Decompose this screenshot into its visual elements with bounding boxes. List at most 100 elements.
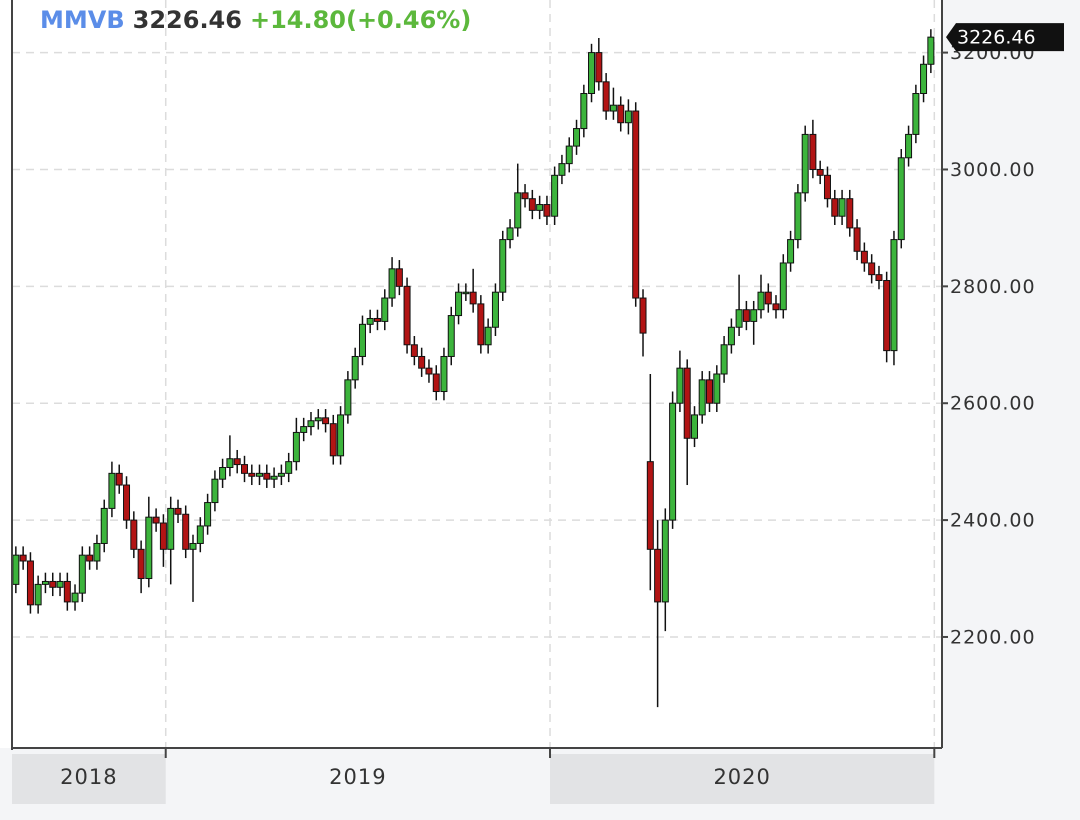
y-tick-label: 2200.00 <box>950 626 1036 648</box>
candle-body <box>277 472 285 477</box>
candle-body <box>292 431 300 463</box>
candle-body <box>905 133 913 159</box>
candle-body <box>182 513 190 550</box>
x-tick-label: 2018 <box>60 765 117 789</box>
candle-body <box>801 133 809 194</box>
candle-body <box>381 297 389 322</box>
candle-body <box>676 367 684 404</box>
y-tick-label: 2400.00 <box>950 510 1036 532</box>
price-tag-label: 3226.46 <box>957 27 1036 49</box>
candle-body <box>410 344 418 357</box>
candle-body <box>425 367 433 375</box>
candle-body <box>617 104 625 124</box>
candle-body <box>735 309 743 328</box>
candle-body <box>403 285 411 346</box>
candle-body <box>337 414 345 457</box>
candle-body <box>130 519 138 550</box>
candle-body <box>698 379 706 416</box>
candle-body <box>499 239 507 293</box>
candle-body <box>322 417 330 425</box>
candle-body <box>646 461 654 550</box>
candle-body <box>477 303 485 346</box>
candle-body <box>167 507 175 550</box>
candle-body <box>838 198 846 217</box>
candle-body <box>565 145 573 165</box>
candle-body <box>543 204 551 217</box>
candle-body <box>551 174 559 217</box>
year-bands <box>12 754 935 804</box>
candle-body <box>794 192 802 241</box>
candle-body <box>373 317 381 322</box>
candle-body <box>691 414 699 439</box>
header: MMVB 3226.46 +14.80(+0.46%) <box>40 6 471 34</box>
candle-body <box>34 583 42 606</box>
price-change: +14.80(+0.46%) <box>250 6 471 34</box>
price-tag-shape <box>946 23 1064 52</box>
candle-body <box>152 516 160 524</box>
candle-body <box>233 458 241 466</box>
candle-body <box>772 303 780 311</box>
candle-body <box>263 472 271 480</box>
candle-body <box>329 423 337 457</box>
candle-body <box>787 239 795 264</box>
plot-background <box>0 0 942 748</box>
last-price: 3226.46 <box>133 6 242 34</box>
candle-body <box>764 291 772 305</box>
candle-body <box>595 52 603 83</box>
candle-body <box>521 192 529 200</box>
candle-body <box>720 344 728 375</box>
candle-body <box>159 522 167 550</box>
candle-body <box>883 280 891 352</box>
candle-body <box>248 472 256 477</box>
candle-body <box>853 227 861 252</box>
candle-body <box>388 268 396 299</box>
axes: 2200.002400.002600.002800.003000.003200.… <box>60 42 1036 789</box>
candle-body <box>204 502 212 527</box>
candle-body <box>713 373 721 404</box>
candle-body <box>927 36 935 65</box>
candle-body <box>71 592 79 603</box>
candle-body <box>846 198 854 229</box>
grid <box>12 0 942 748</box>
candles <box>12 29 935 708</box>
candle-body <box>366 317 374 325</box>
candle-body <box>93 542 101 562</box>
candle-body <box>654 548 662 603</box>
candle-body <box>890 239 898 352</box>
candle-body <box>491 291 499 328</box>
candle-body <box>469 291 477 305</box>
candle-body <box>12 554 20 585</box>
candle-body <box>307 420 315 428</box>
candle-body <box>514 192 522 229</box>
candle-body <box>19 554 27 562</box>
candle-body <box>86 554 94 562</box>
candle-body <box>219 467 227 480</box>
y-tick-label: 2600.00 <box>950 393 1036 415</box>
candle-body <box>816 168 824 176</box>
candle-body <box>558 163 566 176</box>
candle-body <box>573 128 581 147</box>
candle-body <box>750 309 758 322</box>
candle-body <box>868 262 876 276</box>
candle-body <box>300 426 308 433</box>
candle-body <box>137 548 145 580</box>
candle-body <box>897 157 905 241</box>
candle-body <box>123 484 131 521</box>
candle-body <box>270 475 278 480</box>
candle-body <box>241 464 248 474</box>
candle-body <box>418 355 426 369</box>
candle-body <box>63 580 71 603</box>
candle-body <box>779 262 787 311</box>
candle-body <box>395 268 403 287</box>
candle-body <box>727 326 735 346</box>
candle-body <box>255 472 263 477</box>
candle-body <box>823 174 831 200</box>
x-tick-label: 2019 <box>329 765 386 789</box>
candle-body <box>683 367 691 439</box>
candle-body <box>108 472 116 509</box>
candle-body <box>528 198 536 211</box>
candle-body <box>115 472 123 486</box>
candle-body <box>455 291 463 317</box>
candle-body <box>226 458 234 468</box>
candle-body <box>56 580 64 588</box>
